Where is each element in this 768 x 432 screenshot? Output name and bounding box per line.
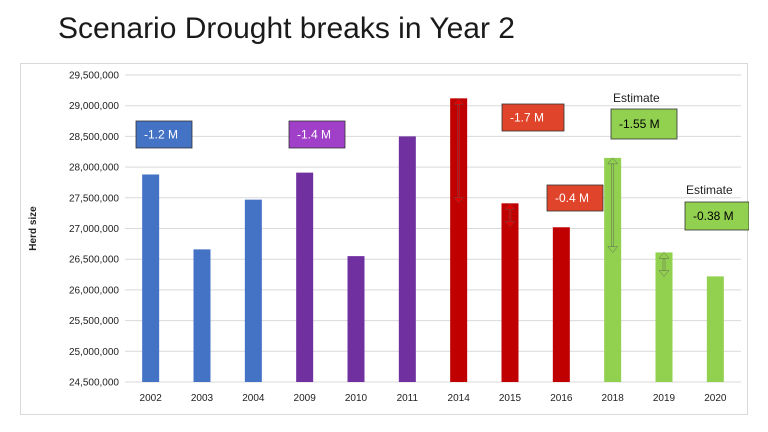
x-tick-label: 2011 (397, 393, 419, 404)
bar-2002 (142, 174, 160, 382)
bar-chart: 24,500,000 25,000,000 25,500,000 26,000,000… (28, 71, 749, 404)
y-tick-label: 29,500,000 (69, 71, 119, 82)
x-tick-label: 2015 (499, 393, 522, 404)
annotation-note: Estimate (613, 91, 660, 105)
y-tick-label: 27,000,000 (69, 224, 119, 235)
bar-2003 (193, 249, 211, 382)
annotation-label: -1.55 M (619, 117, 660, 131)
x-tick-label: 2020 (704, 393, 727, 404)
x-tick-label: 2004 (242, 393, 265, 404)
y-tick-label: 24,500,000 (69, 378, 119, 389)
change-arrow (504, 203, 516, 228)
bar-2011 (398, 136, 416, 382)
annotation-label: -1.2 M (144, 128, 178, 142)
y-tick-label: 29,000,000 (69, 101, 119, 112)
annotation-label: -1.7 M (510, 111, 544, 125)
x-tick-label: 2010 (345, 393, 368, 404)
annotation-label: -1.4 M (297, 128, 331, 142)
x-tick-label: 2019 (653, 393, 676, 404)
bar-2019 (655, 252, 673, 382)
change-arrow (453, 98, 465, 204)
y-tick-label: 28,500,000 (69, 132, 119, 143)
annotation-box (501, 103, 565, 132)
x-tick-label: 2009 (294, 393, 317, 404)
x-tick-label: 2014 (448, 393, 471, 404)
bar-2004 (244, 199, 262, 382)
bar-2010 (347, 256, 365, 382)
annotation-note: Estimate (686, 183, 733, 197)
change-arrow (607, 157, 619, 253)
annotation-label: -0.38 M (693, 209, 734, 223)
bar-2020 (706, 276, 724, 382)
y-tick-label: 27,500,000 (69, 193, 119, 204)
annotation-box (610, 108, 678, 140)
bar-2009 (296, 172, 314, 382)
x-tick-label: 2003 (191, 393, 214, 404)
annotation-label: -0.4 M (555, 191, 589, 205)
y-tick-label: 25,000,000 (69, 347, 119, 358)
y-tick-label: 26,000,000 (69, 285, 119, 296)
annotation-box (288, 120, 346, 149)
y-axis-label: Herd size (28, 206, 39, 251)
x-tick-label: 2002 (140, 393, 163, 404)
y-tick-label: 26,500,000 (69, 255, 119, 266)
y-tick-label: 25,500,000 (69, 316, 119, 327)
x-tick-label: 2016 (550, 393, 573, 404)
x-tick-label: 2018 (602, 393, 625, 404)
bar-2015 (501, 203, 519, 382)
annotation-box (135, 120, 193, 149)
change-arrow (658, 252, 670, 277)
chart-frame: 24,500,000 25,000,000 25,500,000 26,000,000… (20, 63, 749, 415)
y-tick-label: 28,000,000 (69, 163, 119, 174)
bar-2018 (604, 157, 622, 382)
page-title: Scenario Drought breaks in Year 2 (58, 12, 515, 45)
bar-2016 (552, 227, 570, 382)
annotation-box (546, 184, 604, 212)
annotation-box (684, 201, 749, 231)
bar-2014 (450, 98, 468, 382)
